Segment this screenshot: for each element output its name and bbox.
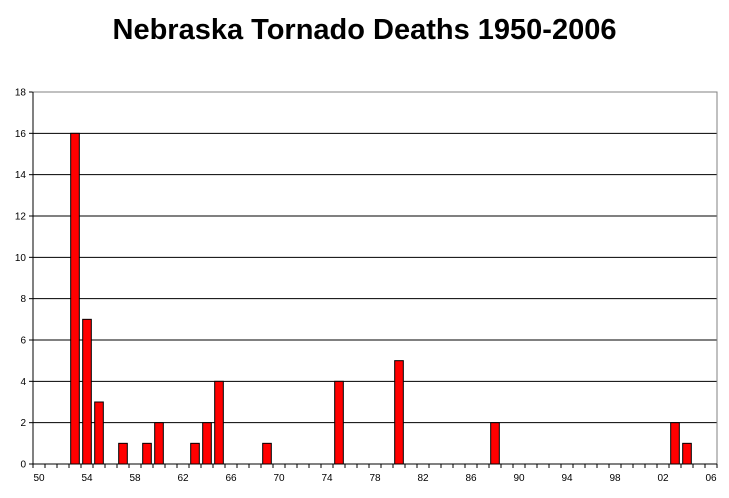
y-tick-label: 10 <box>15 253 27 264</box>
x-tick-label: 98 <box>609 473 621 484</box>
y-tick-label: 18 <box>15 88 27 99</box>
bar-03 <box>670 422 680 465</box>
bar-54 <box>82 318 92 465</box>
x-tick-label: 86 <box>465 473 477 484</box>
y-tick-label: 16 <box>15 129 27 140</box>
x-tick-label: 54 <box>81 473 93 484</box>
bar-57 <box>118 442 128 465</box>
x-tick-label: 02 <box>657 473 669 484</box>
axes <box>29 91 718 468</box>
x-tick-label: 50 <box>33 473 45 484</box>
bar-55 <box>94 401 104 465</box>
y-tick-label: 12 <box>15 212 27 223</box>
x-tick-label: 66 <box>225 473 237 484</box>
x-tick-label: 70 <box>273 473 285 484</box>
x-tick-label: 62 <box>177 473 189 484</box>
chart-title: Nebraska Tornado Deaths 1950-2006 <box>112 14 617 46</box>
x-tick-label: 78 <box>369 473 381 484</box>
bar-88 <box>490 422 500 465</box>
bar-60 <box>154 422 164 465</box>
bar-65 <box>214 380 224 465</box>
x-tick-label: 94 <box>561 473 573 484</box>
x-tick-label: 74 <box>321 473 333 484</box>
y-tick-label: 6 <box>20 336 26 347</box>
bar-63 <box>190 442 200 465</box>
y-tick-label: 8 <box>20 294 26 305</box>
bar-04 <box>682 442 692 465</box>
bar-64 <box>202 422 212 465</box>
x-tick-label: 58 <box>129 473 141 484</box>
bar-75 <box>334 380 344 465</box>
y-tick-label: 14 <box>15 170 27 181</box>
y-tick-label: 2 <box>20 418 26 429</box>
y-tick-label: 4 <box>20 377 26 388</box>
x-tick-label: 82 <box>417 473 429 484</box>
y-tick-label: 0 <box>20 460 26 471</box>
bar-69 <box>262 442 272 465</box>
x-tick-label: 90 <box>513 473 525 484</box>
x-tick-label: 06 <box>705 473 717 484</box>
grid-lines <box>33 91 717 424</box>
x-tick-labels: 50 54 58 62 66 70 74 78 82 86 90 94 98 02 06 <box>33 473 717 484</box>
bar-53 <box>70 132 80 465</box>
bar-59 <box>142 442 152 465</box>
y-tick-labels: 0 2 4 6 8 10 12 14 16 18 <box>15 88 27 471</box>
bar-80 <box>394 360 404 465</box>
plot-area-border <box>32 91 718 465</box>
